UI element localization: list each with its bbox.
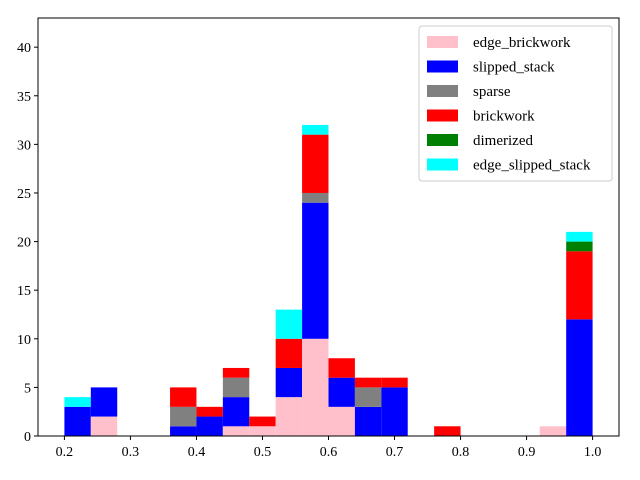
y-tick-label: 35 — [17, 90, 31, 105]
bar-slipped-stack-bin-8 — [275, 367, 303, 398]
x-tick-label: 0.8 — [452, 445, 470, 460]
bar-slipped-stack-bin-19 — [566, 319, 593, 436]
bar-brickwork-bin-19 — [566, 251, 593, 320]
y-tick-label: 40 — [17, 41, 31, 56]
x-tick-label: 0.6 — [320, 445, 338, 460]
bar-brickwork-bin-6 — [222, 367, 250, 378]
bar-brickwork-bin-10 — [328, 358, 355, 378]
bar-edge-brickwork-bin-1 — [90, 416, 118, 436]
bar-edge-brickwork-bin-7 — [249, 426, 276, 436]
bar-sparse-bin-11 — [354, 387, 382, 407]
x-tick-label: 0.5 — [254, 445, 272, 460]
y-tick-label: 25 — [17, 187, 31, 202]
legend-swatch-edge-brickwork — [427, 36, 458, 48]
legend-label-slipped-stack: slipped_stack — [473, 60, 555, 76]
bar-brickwork-bin-7 — [249, 416, 276, 427]
bar-sparse-bin-9 — [302, 192, 329, 203]
bar-edge-slipped-stack-bin-19 — [566, 231, 593, 242]
x-axis-ticks: 0.2 0.3 0.4 0.5 0.6 0.7 0.8 0.9 1.0 — [56, 436, 602, 460]
legend-swatch-slipped-stack — [427, 60, 458, 73]
legend-swatch-edge-slipped-stack — [427, 158, 458, 171]
bar-brickwork-bin-9 — [302, 134, 329, 193]
legend-label-dimerized: dimerized — [473, 133, 533, 149]
bar-edge-brickwork-bin-18 — [539, 426, 567, 436]
y-tick-label: 5 — [24, 381, 31, 396]
x-tick-label: 1.0 — [584, 445, 602, 460]
legend-box — [418, 25, 613, 182]
bar-edge-brickwork-bin-6 — [222, 426, 250, 436]
bars-layer — [64, 124, 593, 436]
bar-brickwork-bin-5 — [196, 406, 223, 417]
x-tick-label: 0.4 — [188, 445, 206, 460]
bar-slipped-stack-bin-4 — [170, 426, 197, 436]
bar-slipped-stack-bin-10 — [328, 377, 355, 407]
bar-edge-slipped-stack-bin-9 — [302, 124, 329, 135]
bar-slipped-stack-bin-6 — [222, 397, 250, 427]
bar-brickwork-bin-12 — [381, 377, 408, 388]
bar-edge-brickwork-bin-8 — [275, 397, 303, 436]
bar-sparse-bin-6 — [222, 377, 250, 398]
y-tick-label: 0 — [24, 430, 31, 445]
bar-edge-slipped-stack-bin-8 — [275, 309, 303, 339]
x-tick-label: 0.9 — [518, 445, 536, 460]
y-axis-ticks: 0 5 10 15 20 25 30 35 40 — [17, 41, 38, 445]
bar-slipped-stack-bin-12 — [381, 387, 408, 436]
x-tick-label: 0.2 — [56, 445, 74, 460]
x-tick-label: 0.3 — [122, 445, 140, 460]
bar-edge-brickwork-bin-9 — [302, 338, 329, 436]
bar-edge-brickwork-bin-10 — [328, 406, 355, 436]
y-tick-label: 10 — [17, 333, 31, 348]
bar-slipped-stack-bin-0 — [64, 406, 91, 436]
bar-slipped-stack-bin-9 — [302, 202, 329, 339]
y-tick-label: 15 — [17, 284, 31, 299]
legend-swatch-dimerized — [427, 134, 458, 146]
x-tick-label: 0.7 — [386, 445, 404, 460]
legend-label-brickwork: brickwork — [473, 109, 535, 125]
bar-slipped-stack-bin-11 — [354, 406, 382, 436]
bar-dimerized-bin-19 — [566, 241, 593, 252]
bar-brickwork-bin-4 — [170, 387, 197, 407]
legend-label-edge-slipped-stack: edge_slipped_stack — [473, 158, 591, 174]
bar-brickwork-bin-8 — [275, 338, 303, 368]
legend-swatch-brickwork — [427, 109, 458, 122]
bar-edge-slipped-stack-bin-0 — [64, 397, 91, 407]
bar-slipped-stack-bin-1 — [90, 387, 118, 417]
legend-label-sparse: sparse — [473, 84, 511, 100]
bar-sparse-bin-4 — [170, 406, 197, 427]
legend-swatch-sparse — [427, 85, 458, 97]
bar-brickwork-bin-14 — [434, 426, 461, 436]
legend-label-edge-brickwork: edge_brickwork — [473, 35, 571, 51]
y-tick-label: 20 — [17, 236, 31, 251]
bar-slipped-stack-bin-5 — [196, 416, 223, 436]
y-tick-label: 30 — [17, 138, 31, 153]
bar-brickwork-bin-11 — [354, 377, 382, 388]
